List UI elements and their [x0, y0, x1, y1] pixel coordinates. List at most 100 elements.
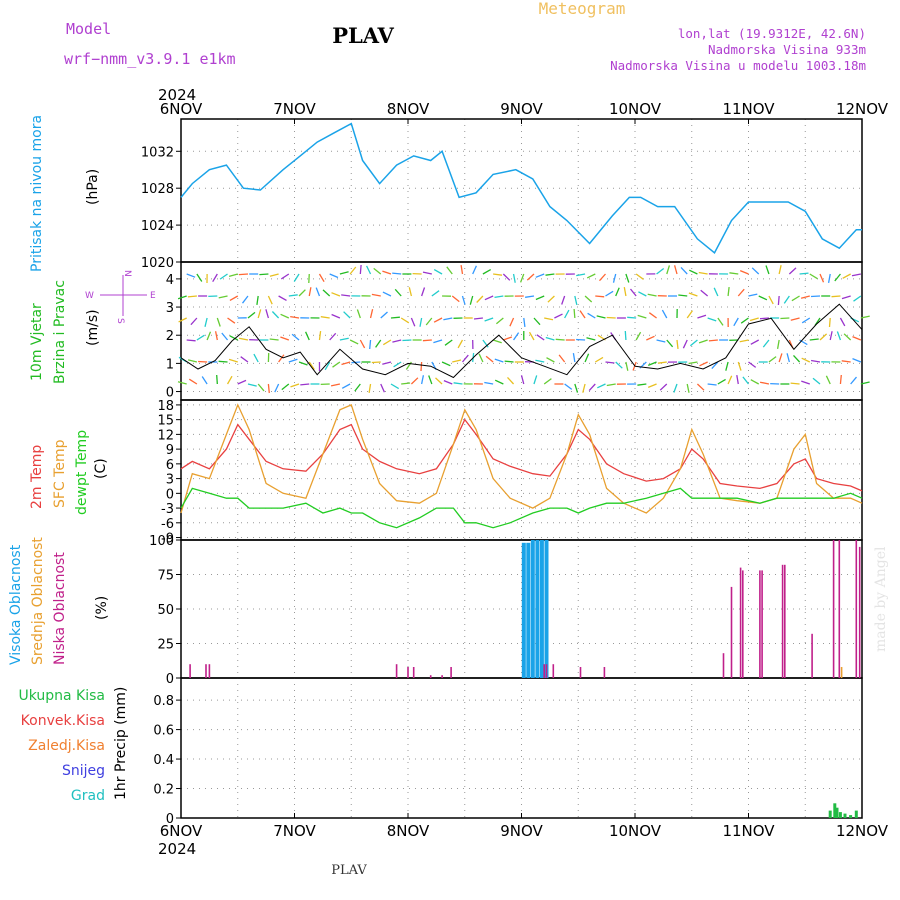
y-tick-label: 0.8	[153, 694, 174, 709]
wind-arrow	[635, 331, 642, 341]
wind-arrow	[349, 339, 359, 345]
wind-arrow	[460, 265, 464, 275]
wind-arrow	[485, 355, 494, 363]
wind-arrow	[196, 334, 205, 341]
wind-arrow	[280, 313, 290, 319]
wind-arrow	[201, 376, 208, 385]
wind-arrow	[380, 383, 385, 393]
cloud-bar	[858, 546, 861, 678]
wind-arrow	[739, 269, 749, 275]
wind-arrow	[435, 377, 443, 385]
wind-arrow	[673, 383, 678, 393]
wind-arrow	[219, 273, 228, 280]
wind-arrow	[373, 267, 382, 275]
y-tick-label: 1024	[141, 219, 174, 234]
y-tick-label: 4	[166, 273, 174, 288]
wind-arrow	[574, 295, 578, 305]
wind-arrow	[659, 383, 668, 391]
wind-arrow	[330, 383, 341, 387]
wind-arrow	[748, 361, 757, 368]
wind-unit: (m/s)	[85, 309, 101, 346]
wind-arrow	[689, 339, 698, 347]
wind-arrow	[288, 294, 298, 297]
wind-arrow	[343, 311, 351, 319]
wind-arrow	[341, 361, 351, 366]
cloud-bar	[450, 667, 452, 678]
wind-arrow	[240, 356, 249, 363]
wind-arrow	[507, 376, 515, 385]
wind-arrow	[494, 379, 504, 385]
wind-arrow	[206, 331, 212, 341]
wind-arrow	[461, 354, 469, 363]
wind-arrow	[484, 381, 494, 385]
wind-arrow	[269, 273, 279, 277]
wind-arrow	[800, 295, 810, 299]
wind-arrow	[382, 291, 392, 297]
cloud-bar	[811, 633, 813, 678]
wind-arrow	[535, 359, 545, 363]
wind-arrow	[441, 361, 451, 367]
wind-arrow	[533, 375, 538, 385]
wind-arrow	[290, 315, 300, 319]
compass-n: N	[122, 270, 132, 277]
wind-arrow	[525, 295, 535, 298]
wind-arrow	[615, 361, 623, 369]
wind-arrow	[392, 339, 402, 343]
wind-arrow	[425, 317, 433, 326]
wind-arrow	[799, 339, 808, 346]
x-tick-label-top: 11NOV	[722, 100, 775, 118]
wind-arrow	[678, 294, 688, 297]
cloud-bar	[544, 540, 549, 678]
wind-arrow	[494, 295, 504, 299]
wind-arrow	[736, 374, 739, 385]
wind-arrow	[473, 317, 483, 320]
wind-arrow	[851, 273, 861, 277]
wind-arrow	[762, 339, 770, 348]
wind-arrow	[584, 295, 593, 303]
wind-arrow	[819, 273, 825, 283]
wind-arrow	[214, 331, 218, 341]
precip-unit: 1hr Precip (mm)	[113, 687, 129, 800]
wind-arrow	[433, 317, 443, 323]
x-tick-label-bottom: 10NOV	[609, 822, 662, 840]
wind-arrow	[625, 273, 630, 283]
x-tick-label-bottom: 9NOV	[500, 822, 543, 840]
wind-arrow	[331, 313, 341, 319]
wind-arrow	[780, 317, 790, 320]
wind-arrow	[221, 332, 229, 341]
cloud-bar	[189, 664, 191, 678]
wind-arrow	[799, 272, 809, 275]
wind-arrow	[298, 361, 308, 366]
wind-arrow	[707, 317, 717, 322]
wind-arrow	[218, 360, 228, 363]
wind-arrow	[576, 273, 586, 277]
wind-arrow	[750, 339, 760, 345]
wind-arrow	[241, 295, 249, 304]
wind-arrow	[196, 273, 203, 282]
wind-arrow	[778, 265, 782, 275]
wind-arrow	[382, 270, 392, 275]
wind-arrow	[187, 359, 198, 363]
wind-arrow	[190, 317, 198, 326]
model-label: Model	[66, 20, 111, 38]
cloud-bar	[521, 542, 526, 678]
wind-arrow	[564, 383, 573, 390]
cloud-bar	[739, 567, 742, 678]
wind-arrow	[810, 359, 821, 363]
station-title: PLAV	[332, 23, 394, 48]
wind-arrow	[535, 273, 545, 278]
wind-arrow	[656, 339, 666, 343]
wind-arrow	[186, 339, 196, 342]
wind-arrow	[717, 378, 726, 385]
cloud-bar	[429, 675, 432, 678]
wind-arrow	[237, 379, 247, 385]
wind-arrow	[810, 295, 821, 298]
temp-2m-line	[180, 418, 863, 492]
wind-arrow	[290, 383, 300, 388]
panel-frame	[180, 118, 863, 263]
wind-arrow	[253, 353, 259, 363]
wind-arrow	[177, 381, 187, 385]
cloud-bar	[535, 540, 540, 678]
wind-arrow	[457, 339, 464, 349]
